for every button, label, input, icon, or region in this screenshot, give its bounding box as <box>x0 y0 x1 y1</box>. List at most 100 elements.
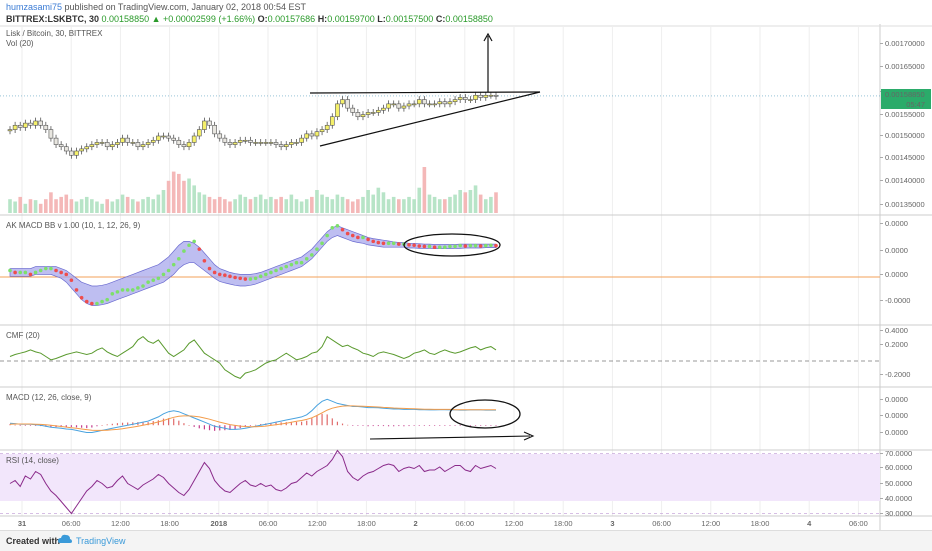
macd-histogram-bar-90 <box>469 425 472 426</box>
macd-dot-53 <box>279 266 283 271</box>
macd-dot-80 <box>417 244 422 248</box>
macd-dot-68 <box>356 235 360 240</box>
last-price: 0.00158850 <box>101 14 150 24</box>
macd-dot-93 <box>483 243 488 248</box>
volume-bar-40 <box>212 199 217 213</box>
volume-bar-60 <box>315 190 319 213</box>
macd-dot-25 <box>136 286 140 290</box>
volume-bar-46 <box>243 196 248 213</box>
macd-histogram-bar-43 <box>229 425 231 431</box>
volume-bar-75 <box>391 196 396 213</box>
macd-histogram-bar-88 <box>459 425 461 426</box>
volume-bar-36 <box>192 185 196 213</box>
publish-info: humzasami75 published on TradingView.com… <box>6 2 306 12</box>
macd-dot-24 <box>130 288 135 292</box>
candle-body-57 <box>299 137 304 143</box>
candle-body-11 <box>63 146 69 152</box>
candle-body-14 <box>79 148 84 152</box>
volume-bar-95 <box>494 192 498 213</box>
volume-bar-86 <box>448 196 452 213</box>
macd-histogram-bar-64 <box>336 421 339 426</box>
macd-histogram-bar-39 <box>208 425 211 431</box>
candle-body-62 <box>324 124 330 130</box>
macd-dot-57 <box>299 260 304 265</box>
macd-histogram-bar-86 <box>449 425 451 426</box>
volume-bar-31 <box>166 180 171 213</box>
macd-histogram-bar-8 <box>50 425 52 428</box>
price-tag-box <box>881 89 931 99</box>
candle-body-47 <box>248 139 253 143</box>
y-tick-label-1-1: 0.0000 <box>885 246 908 255</box>
macd-dot-11 <box>64 272 69 277</box>
candle-body-25 <box>135 142 141 148</box>
tradingview-brand[interactable]: TradingView <box>76 536 126 546</box>
volume-bar-29 <box>156 194 161 213</box>
volume-bar-1 <box>13 201 17 213</box>
macd-histogram-bar-22 <box>121 422 124 426</box>
y-tick-label-2-2: -0.2000 <box>885 370 910 379</box>
macd-dot-66 <box>345 231 350 236</box>
volume-bar-57 <box>299 201 304 213</box>
breakout-arrow-head <box>483 32 493 42</box>
volume-bar-25 <box>136 201 140 213</box>
candle-body-18 <box>99 142 105 144</box>
volume-bar-17 <box>95 201 99 213</box>
y-tick-label-3-2: 0.0000 <box>885 428 908 437</box>
macd-histogram-bar-17 <box>96 425 98 427</box>
rsi-band-background <box>0 454 880 501</box>
macd-histogram-bar-79 <box>413 425 415 426</box>
volume-bar-49 <box>258 194 263 213</box>
macd-dot-71 <box>371 239 376 244</box>
candle-body-59 <box>309 133 315 137</box>
macd-histogram-bar-84 <box>439 425 441 426</box>
volume-bar-92 <box>478 194 483 213</box>
macd-signal-line <box>9 405 496 431</box>
macd-histogram-bar-70 <box>367 425 369 427</box>
candle-body-24 <box>130 142 136 144</box>
macd-dot-6 <box>38 268 43 273</box>
volume-bar-55 <box>289 194 294 213</box>
volume-bar-13 <box>74 201 79 213</box>
indicator-title-4: RSI (14, close) <box>6 456 59 465</box>
macd-histogram-bar-3 <box>24 425 26 426</box>
macd-histogram-bar-34 <box>183 423 185 426</box>
candle-body-33 <box>176 139 182 145</box>
volume-bar-9 <box>54 199 58 213</box>
macd-dot-22 <box>120 288 125 292</box>
macd-histogram-bar-69 <box>362 425 364 426</box>
y-tick-label-3-0: 0.0000 <box>885 395 908 404</box>
candle-body-53 <box>278 144 284 148</box>
macd-dot-78 <box>407 243 411 247</box>
macd-histogram-bar-11 <box>65 425 67 428</box>
macd-histogram-bar-26 <box>142 422 144 426</box>
candle-body-58 <box>304 133 310 139</box>
volume-bar-83 <box>432 196 437 213</box>
candle-body-41 <box>217 133 223 139</box>
macd-dot-61 <box>320 241 324 246</box>
macd-dot-10 <box>59 270 63 275</box>
candle-body-73 <box>381 107 386 111</box>
macd-dot-51 <box>269 270 273 275</box>
macd-dot-90 <box>468 243 473 248</box>
candle-body-22 <box>120 137 125 143</box>
macd-histogram-bar-13 <box>75 425 78 428</box>
y-tick-label-4-4: 30.0000 <box>885 509 912 518</box>
macd-dot-87 <box>453 244 457 249</box>
macd-dot-69 <box>361 235 365 240</box>
macd-dot-50 <box>263 272 268 277</box>
volume-bar-88 <box>458 190 462 213</box>
volume-bar-51 <box>269 196 273 213</box>
x-tick-label-0: 31 <box>18 519 26 528</box>
macd-histogram-bar-68 <box>357 425 359 426</box>
macd-histogram-bar-61 <box>321 413 323 426</box>
macd-histogram-bar-48 <box>254 424 257 426</box>
y-tick-label-0-7: 0.00135000 <box>885 200 925 209</box>
volume-bar-33 <box>177 173 181 213</box>
candle-body-83 <box>432 103 437 106</box>
macd-histogram-bar-93 <box>485 425 487 426</box>
candle-body-56 <box>294 142 299 144</box>
macd-histogram-bar-18 <box>101 425 103 426</box>
macd-dot-37 <box>197 247 202 251</box>
author-link[interactable]: humzasami75 <box>6 2 63 12</box>
